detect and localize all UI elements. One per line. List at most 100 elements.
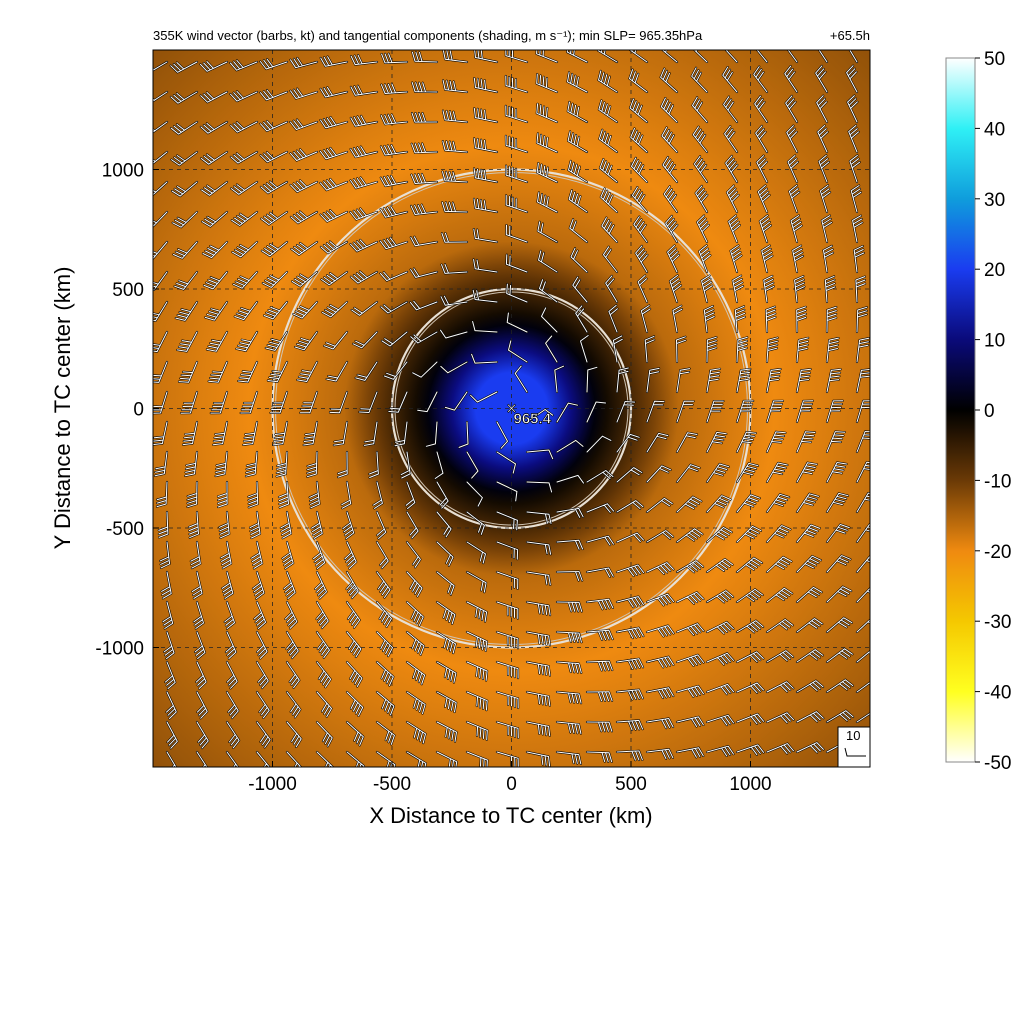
- wind-barb: [569, 218, 588, 243]
- wind-barb: [290, 179, 318, 193]
- wind-barb: [162, 601, 174, 629]
- wind-barb: [256, 631, 268, 659]
- wind-barb: [381, 53, 408, 64]
- wind-barb: [706, 400, 724, 423]
- y-axis-ticks: -1000 -500 0 500 1000: [95, 161, 159, 660]
- wind-barb: [176, 331, 198, 352]
- wind-barb: [757, 185, 770, 213]
- wind-barb: [856, 306, 868, 333]
- wind-barb: [200, 121, 228, 134]
- wind-barb: [568, 160, 588, 183]
- wind-barb: [766, 525, 791, 543]
- wind-barb: [187, 481, 198, 508]
- colorbar: 50 40 30 20 10 0 -10 -20 -30 -40 -50: [945, 49, 1011, 774]
- wind-barb: [603, 246, 618, 273]
- wind-barb: [473, 198, 498, 213]
- wind-barb: [598, 99, 618, 123]
- wind-barb: [790, 215, 803, 243]
- wind-barb: [850, 185, 862, 213]
- wind-barb: [661, 50, 678, 63]
- wind-barb: [290, 57, 318, 69]
- wind-barb: [333, 421, 348, 446]
- wind-barb: [322, 301, 348, 318]
- y-tick-label: -1000: [95, 639, 144, 660]
- wind-barb: [706, 714, 735, 726]
- wind-barb: [736, 620, 764, 633]
- wind-barb: [472, 321, 498, 333]
- wind-barb: [261, 241, 288, 257]
- wind-barb: [436, 571, 455, 596]
- wind-barb: [276, 451, 288, 477]
- wind-barb: [526, 631, 551, 646]
- wind-barb: [175, 301, 198, 321]
- wind-barb: [849, 154, 861, 183]
- wind-barb: [693, 155, 708, 183]
- wind-barb: [376, 721, 395, 745]
- wind-barb: [153, 181, 168, 196]
- wind-barb: [381, 331, 408, 347]
- wind-barb: [436, 511, 452, 538]
- wind-barb: [765, 306, 776, 333]
- wind-barb: [616, 500, 644, 513]
- wind-barb: [153, 241, 168, 260]
- wind-barb: [409, 300, 438, 311]
- wind-barb: [466, 451, 479, 479]
- wind-barb: [706, 463, 730, 483]
- wind-barb: [736, 431, 757, 453]
- wind-barb: [316, 691, 332, 718]
- wind-barb: [406, 601, 424, 627]
- wind-barb: [234, 301, 258, 321]
- wind-barb: [280, 511, 292, 539]
- wind-barb: [405, 481, 416, 510]
- wind-barb: [640, 305, 651, 333]
- wind-barb: [756, 155, 768, 183]
- wind-barb: [204, 301, 228, 321]
- wind-barb: [817, 125, 829, 153]
- wind-barb: [786, 125, 798, 153]
- wind-barb: [321, 271, 348, 286]
- wind-barb: [351, 301, 378, 316]
- wind-barb: [616, 750, 643, 761]
- wind-barb: [796, 400, 814, 423]
- wind-barb: [753, 66, 768, 93]
- wind-barb: [725, 50, 738, 63]
- wind-barb: [440, 361, 468, 374]
- wind-barb: [201, 181, 228, 196]
- wind-barb: [350, 177, 378, 189]
- wind-barb: [556, 507, 584, 518]
- wind-barb: [380, 83, 408, 94]
- wind-barb: [350, 54, 378, 66]
- wind-barb: [249, 511, 261, 539]
- wind-barb: [676, 528, 703, 543]
- wind-barb: [350, 239, 378, 252]
- wind-barb: [514, 365, 528, 393]
- wind-barb: [629, 69, 648, 93]
- colorbar-tick-label: -40: [984, 683, 1011, 704]
- wind-barb: [256, 721, 271, 748]
- wind-barb: [346, 661, 363, 687]
- wind-barb: [496, 601, 519, 619]
- wind-barb: [350, 146, 378, 158]
- wind-barb: [154, 451, 168, 477]
- wind-barb: [736, 525, 762, 543]
- wind-barb: [796, 649, 824, 663]
- wind-barb: [661, 127, 678, 153]
- wind-barb: [766, 462, 788, 483]
- wind-barb: [166, 751, 177, 767]
- wind-barb: [692, 126, 708, 153]
- wind-barb: [346, 631, 362, 658]
- wind-barb: [646, 497, 673, 513]
- wind-barb: [441, 263, 468, 274]
- wind-barb: [586, 691, 613, 702]
- wind-barb: [267, 361, 288, 383]
- wind-barb: [856, 523, 870, 543]
- wind-barb: [567, 131, 588, 153]
- wind-barb: [406, 721, 426, 744]
- wind-barb: [567, 101, 588, 123]
- wind-barb: [766, 337, 779, 363]
- wind-barb: [586, 567, 614, 578]
- wind-barb: [616, 596, 644, 608]
- wind-barb: [376, 691, 395, 716]
- wind-barb: [206, 331, 228, 352]
- wind-barb: [796, 680, 824, 693]
